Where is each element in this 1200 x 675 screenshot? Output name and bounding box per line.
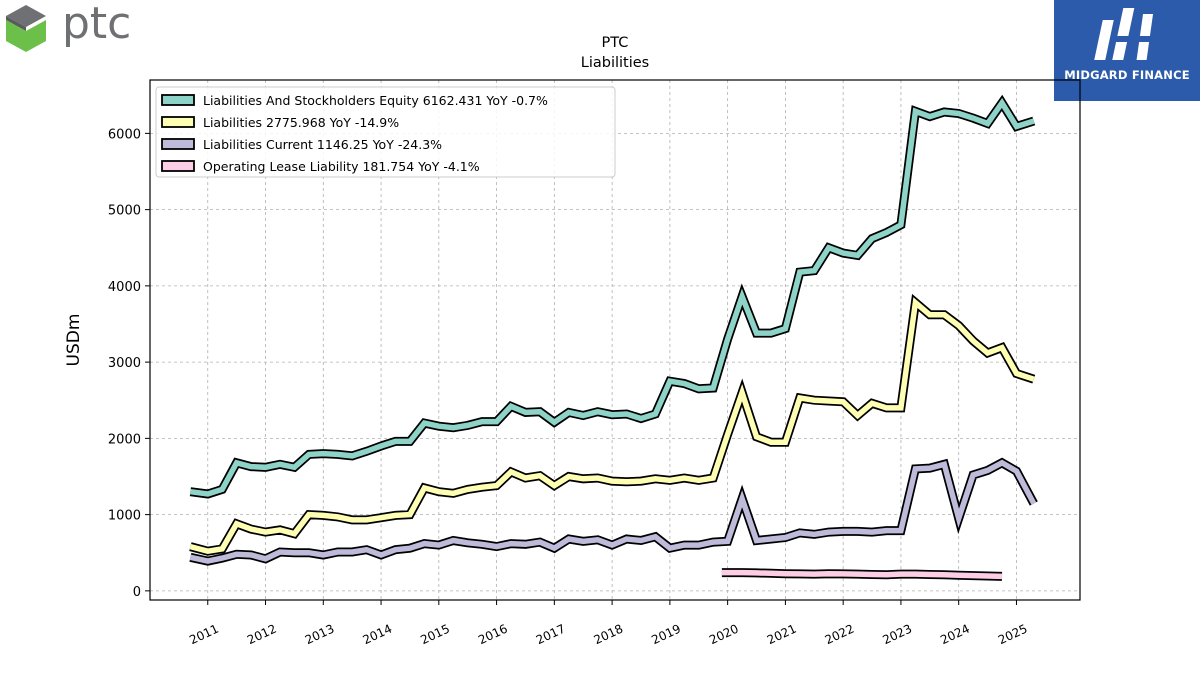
y-tick-label: 0 (133, 585, 141, 600)
series-line-liabilities (189, 297, 1035, 555)
x-tick-label: 2017 (534, 622, 568, 648)
series-line-operating-lease-liability (721, 569, 1003, 580)
y-tick-label: 3000 (108, 356, 141, 371)
legend-label-liabilities: Liabilities 2775.968 YoY -14.9% (203, 115, 399, 130)
x-tick-label: 2019 (649, 622, 683, 648)
x-tick-label: 2014 (361, 622, 395, 648)
y-tick-label: 6000 (108, 127, 141, 142)
x-tick-label: 2013 (303, 622, 337, 648)
legend-label-operating-lease-liability: Operating Lease Liability 181.754 YoY -4… (203, 159, 480, 174)
plot-frame (149, 79, 1081, 601)
y-tick-label: 5000 (108, 204, 141, 219)
x-tick-label: 2012 (245, 622, 279, 648)
midgard-finance-logo: MIDGARD FINANCE (1054, 0, 1200, 101)
x-tick-label: 2022 (823, 622, 857, 648)
legend-swatch-liabilities (161, 116, 195, 128)
x-tick-label: 2015 (418, 622, 452, 648)
x-tick-label: 2021 (765, 622, 799, 648)
legend-label-liabilities-current: Liabilities Current 1146.25 YoY -24.3% (203, 137, 442, 152)
midgard-finance-text: MIDGARD FINANCE (1064, 68, 1190, 82)
ptc-logo: ptc (0, 0, 150, 60)
y-axis: 0 1000 2000 3000 4000 5000 6000 (108, 127, 150, 600)
series-layer (189, 94, 1038, 581)
y-tick-label: 2000 (108, 432, 141, 447)
x-tick-label: 2023 (880, 622, 914, 648)
chart-subtitle: Liabilities (581, 55, 649, 71)
x-axis: 2011 2012 2013 2014 2015 2016 2017 2018 2019 2020… (187, 600, 1030, 648)
ptc-wordmark: ptc (62, 0, 132, 49)
y-axis-label: USDm (64, 314, 84, 367)
legend-swatch-liabilities-and-stockholders-equity (161, 94, 195, 106)
x-tick-label: 2020 (707, 622, 741, 648)
legend-swatch-operating-lease-liability (161, 160, 195, 172)
x-tick-label: 2025 (996, 622, 1030, 648)
x-tick-label: 2011 (187, 622, 221, 648)
x-tick-label: 2024 (938, 622, 972, 648)
x-tick-label: 2018 (592, 622, 626, 648)
y-tick-label: 1000 (108, 509, 141, 524)
chart-title: PTC (602, 35, 629, 51)
legend: Liabilities And Stockholders Equity 6162… (155, 86, 616, 178)
y-tick-label: 4000 (108, 280, 141, 295)
series-line-liabilities-and-stockholders-equity (190, 97, 1035, 497)
series-line-liabilities-current (189, 459, 1037, 564)
x-tick-label: 2016 (476, 622, 510, 648)
legend-swatch-liabilities-current (161, 138, 195, 150)
legend-box (155, 86, 616, 178)
ptc-cube-icon (6, 5, 46, 52)
midgard-emblem-icon (1094, 8, 1154, 60)
legend-label-liabilities-and-stockholders-equity: Liabilities And Stockholders Equity 6162… (203, 93, 548, 108)
